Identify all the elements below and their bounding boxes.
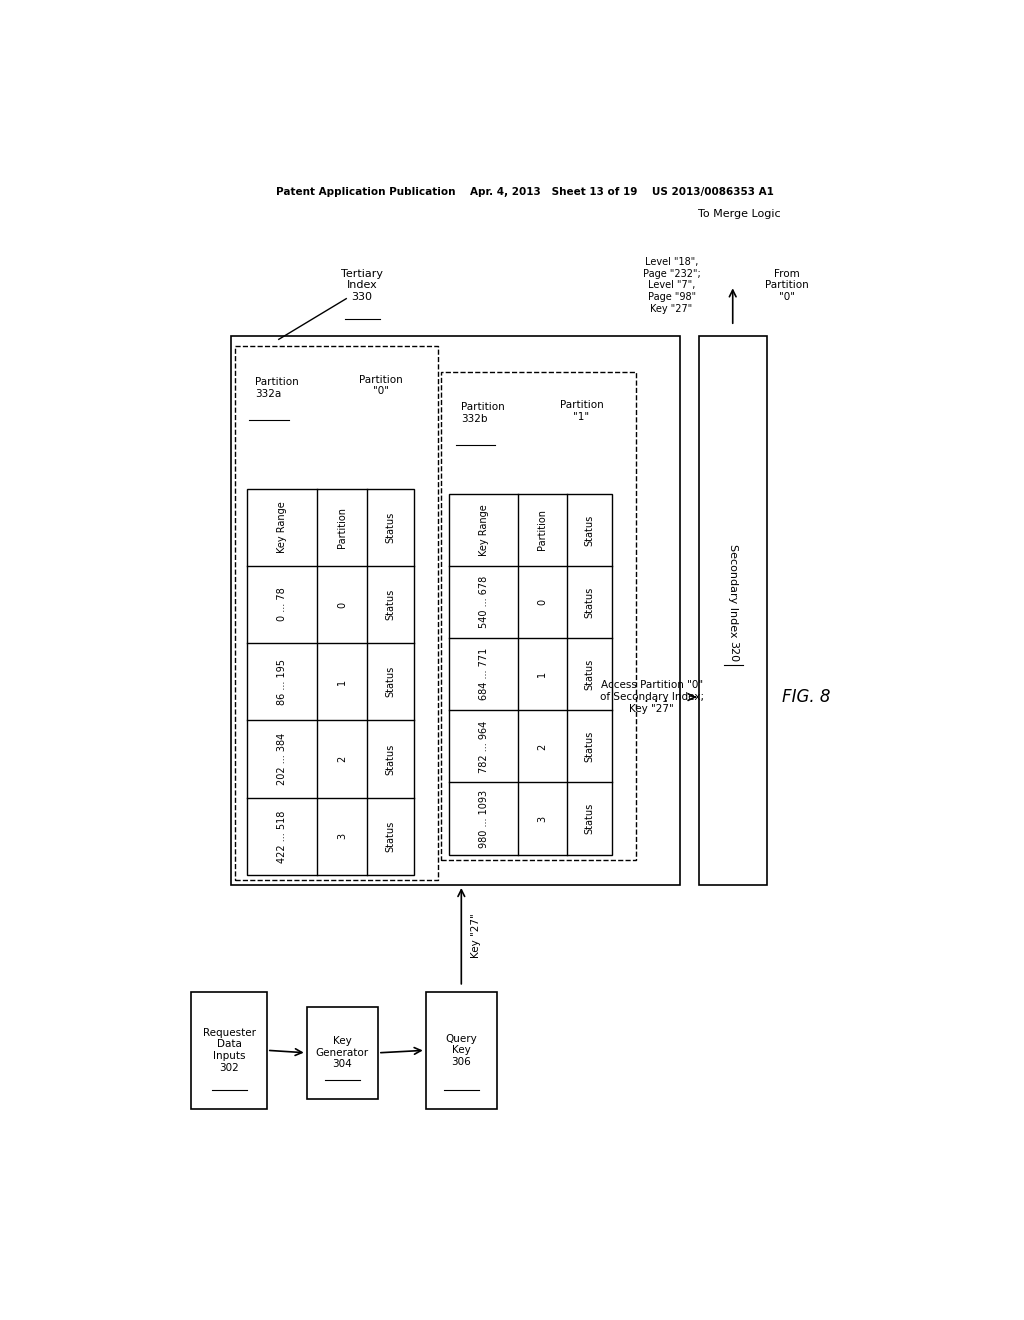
Text: Access Partition "0"
of Secondary Index;
Key "27": Access Partition "0" of Secondary Index;… (600, 681, 703, 714)
Text: 0: 0 (337, 602, 347, 607)
Text: Status: Status (385, 589, 395, 620)
Text: Status: Status (385, 512, 395, 543)
Text: 422 ... 518: 422 ... 518 (278, 810, 287, 862)
Text: 1: 1 (538, 671, 547, 677)
Text: Key Range: Key Range (278, 502, 287, 553)
Text: 980 ... 1093: 980 ... 1093 (478, 789, 488, 847)
Text: Key
Generator
304: Key Generator 304 (315, 1036, 369, 1069)
FancyBboxPatch shape (247, 488, 414, 875)
Text: Partition
332a: Partition 332a (255, 378, 299, 399)
Text: Status: Status (585, 659, 594, 690)
Text: . . .: . . . (643, 689, 668, 705)
Text: Partition
"1": Partition "1" (559, 400, 603, 422)
Text: Partition
"0": Partition "0" (359, 375, 402, 396)
Text: 320: 320 (728, 640, 738, 661)
Text: Status: Status (385, 743, 395, 775)
Text: Status: Status (585, 731, 594, 762)
Text: From
Partition
"0": From Partition "0" (765, 269, 809, 302)
Text: Level "18",
Page "232";
Level "7",
Page "98"
Key "27": Level "18", Page "232"; Level "7", Page … (643, 257, 700, 314)
Text: 202 ... 384: 202 ... 384 (278, 733, 287, 785)
Text: Status: Status (385, 667, 395, 697)
Text: Patent Application Publication    Apr. 4, 2013   Sheet 13 of 19    US 2013/00863: Patent Application Publication Apr. 4, 2… (275, 187, 774, 197)
Text: 86 ... 195: 86 ... 195 (278, 659, 287, 705)
FancyBboxPatch shape (699, 337, 767, 886)
FancyBboxPatch shape (426, 991, 497, 1109)
Text: Status: Status (585, 515, 594, 545)
Text: 1: 1 (337, 678, 347, 685)
Text: 0 ... 78: 0 ... 78 (278, 587, 287, 622)
Text: 0: 0 (538, 599, 547, 605)
Text: Key "27": Key "27" (471, 913, 480, 958)
Text: Status: Status (585, 803, 594, 834)
Text: FIG. 8: FIG. 8 (782, 688, 830, 706)
Text: Partition
332b: Partition 332b (462, 403, 505, 424)
Text: Partition: Partition (538, 510, 547, 550)
FancyBboxPatch shape (441, 372, 636, 859)
Text: 2: 2 (538, 743, 547, 750)
Text: Partition: Partition (337, 507, 347, 548)
Text: 684 ... 771: 684 ... 771 (478, 648, 488, 701)
Text: To Merge Logic: To Merge Logic (697, 210, 780, 219)
Text: 540 ... 678: 540 ... 678 (478, 576, 488, 628)
Text: Key Range: Key Range (478, 504, 488, 556)
FancyBboxPatch shape (191, 991, 267, 1109)
FancyBboxPatch shape (450, 494, 612, 854)
Text: Secondary Index: Secondary Index (728, 544, 738, 638)
Text: Requester
Data
Inputs
302: Requester Data Inputs 302 (203, 1028, 256, 1073)
Text: 3: 3 (538, 816, 547, 821)
FancyBboxPatch shape (231, 337, 680, 886)
Text: Status: Status (585, 586, 594, 618)
Text: Tertiary
Index
330: Tertiary Index 330 (341, 269, 383, 302)
Text: 2: 2 (337, 756, 347, 762)
Text: 3: 3 (337, 833, 347, 840)
Text: Status: Status (385, 821, 395, 851)
Text: Query
Key
306: Query Key 306 (445, 1034, 477, 1067)
Text: 782 ... 964: 782 ... 964 (478, 721, 488, 772)
FancyBboxPatch shape (236, 346, 437, 880)
FancyBboxPatch shape (306, 1007, 378, 1098)
